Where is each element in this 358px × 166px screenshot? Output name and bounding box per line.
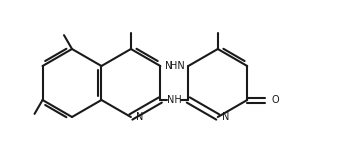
Text: O: O	[271, 95, 279, 105]
Text: N: N	[136, 112, 143, 122]
Text: N: N	[165, 61, 173, 71]
Text: HN: HN	[170, 61, 184, 71]
Text: NH: NH	[167, 95, 182, 105]
Text: N: N	[222, 112, 229, 122]
